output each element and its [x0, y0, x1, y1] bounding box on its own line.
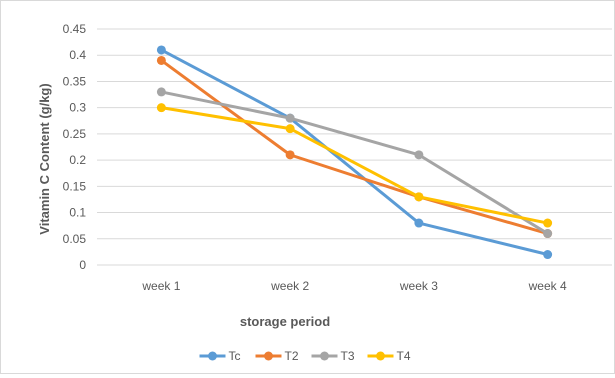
- y-tick-label: 0.4: [69, 48, 86, 62]
- y-tick-label: 0.1: [69, 206, 86, 220]
- x-tick-label: week 3: [399, 279, 438, 293]
- data-point: [156, 87, 166, 97]
- data-point: [543, 250, 553, 260]
- y-tick-label: 0.3: [69, 101, 86, 115]
- series-line: [159, 106, 550, 225]
- legend: Tc T2 T3 T4: [199, 349, 411, 363]
- legend-label: Tc: [229, 349, 241, 363]
- x-tick-label: week 2: [270, 279, 309, 293]
- y-tick-label: 0.05: [63, 232, 87, 246]
- y-axis-label: Vitamin C Content (g/kg): [37, 83, 52, 234]
- legend-item: T3: [311, 349, 355, 363]
- legend-swatch-marker: [264, 351, 273, 361]
- data-point: [414, 192, 424, 202]
- legend-item: T2: [255, 349, 299, 363]
- y-tick-label: 0: [79, 258, 86, 272]
- data-point: [156, 45, 166, 55]
- data-point: [414, 150, 424, 160]
- data-point: [156, 55, 166, 65]
- legend-item: T4: [367, 349, 411, 363]
- data-point: [156, 103, 166, 113]
- series-t4: [156, 103, 553, 228]
- data-point: [543, 229, 553, 239]
- y-tick-label: 0.2: [69, 153, 86, 167]
- series-line: [159, 48, 550, 257]
- legend-item: Tc: [199, 349, 241, 363]
- y-tick-label: 0.15: [63, 179, 87, 193]
- series-line: [159, 58, 550, 236]
- legend-swatch-marker: [376, 351, 385, 361]
- series-line: [159, 90, 550, 236]
- y-tick-label: 0.45: [63, 22, 87, 36]
- x-tick-label: week 1: [141, 279, 180, 293]
- data-point: [285, 124, 295, 134]
- data-point: [285, 113, 295, 123]
- x-tick-label: week 4: [528, 279, 567, 293]
- series-t3: [156, 87, 553, 239]
- y-tick-label: 0.35: [63, 74, 87, 88]
- legend-swatch-marker: [208, 351, 217, 361]
- data-point: [414, 218, 424, 228]
- legend-label: T4: [397, 349, 411, 363]
- y-tick-label: 0.25: [63, 127, 87, 141]
- legend-label: T2: [285, 349, 299, 363]
- x-axis-label: storage period: [240, 314, 330, 329]
- data-point: [285, 150, 295, 160]
- legend-label: T3: [341, 349, 355, 363]
- data-point: [543, 218, 553, 228]
- series-tc: [156, 45, 553, 260]
- legend-swatch-marker: [320, 351, 329, 361]
